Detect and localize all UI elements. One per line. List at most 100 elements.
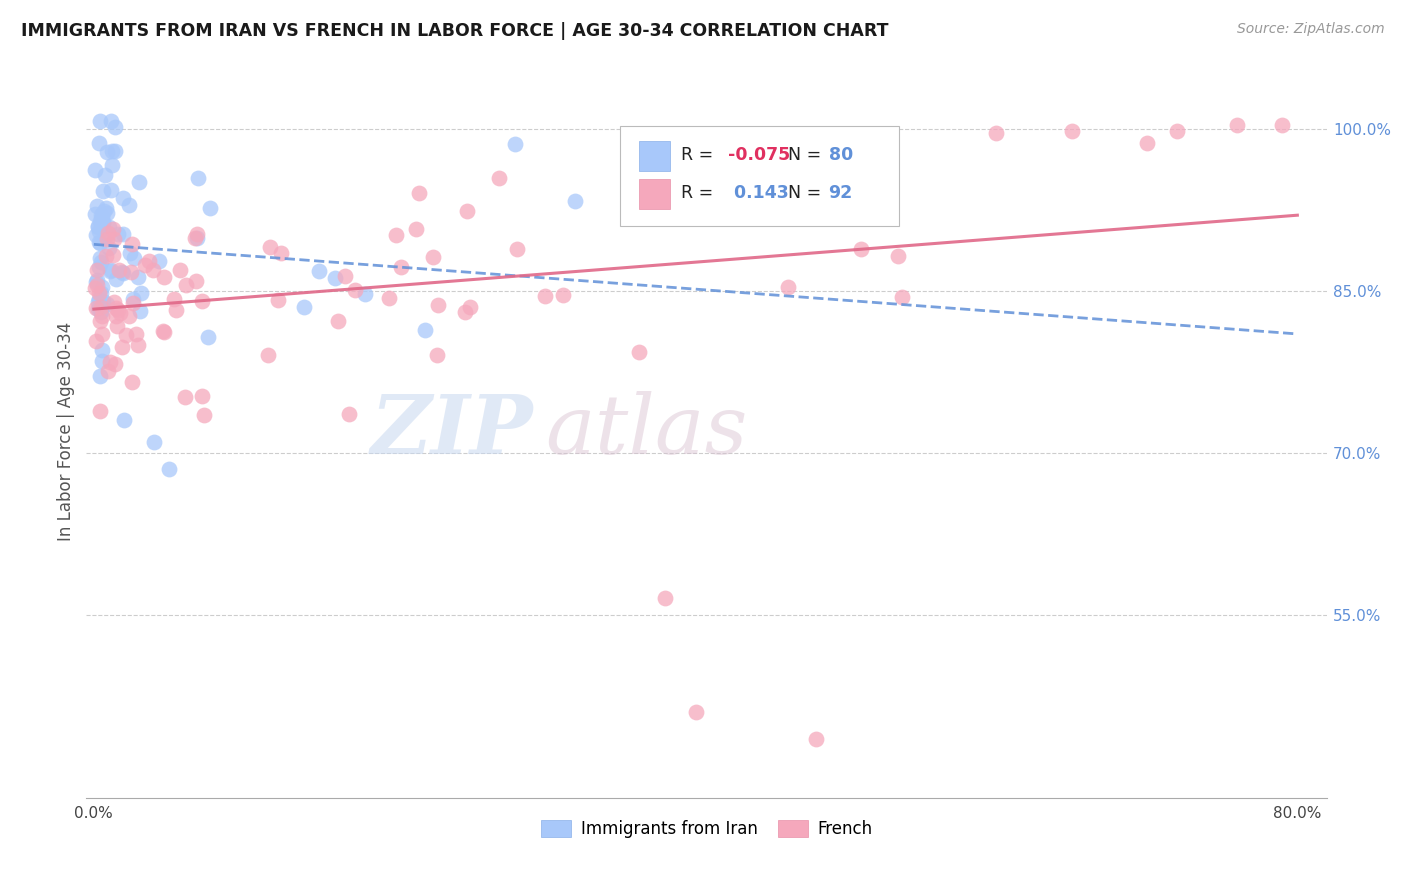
Point (200, 201, 222, 215)
Point (84, 275, 107, 289)
Point (84, 334, 107, 348)
Point (90, 209, 112, 223)
Text: IMMIGRANTS FROM IRAN VS FRENCH IN LABOR FORCE | AGE 30-34 CORRELATION CHART: IMMIGRANTS FROM IRAN VS FRENCH IN LABOR … (21, 22, 889, 40)
Point (89, 368, 111, 383)
Point (1060, 124, 1083, 138)
Point (849, 242, 872, 256)
Point (553, 288, 575, 302)
Point (427, 298, 450, 312)
Point (152, 324, 174, 338)
Point (176, 278, 198, 293)
FancyBboxPatch shape (620, 127, 900, 226)
Text: N =: N = (787, 185, 827, 202)
Point (91, 211, 114, 225)
Point (91, 309, 114, 323)
Point (96, 297, 118, 311)
Point (488, 171, 510, 186)
Text: R =: R = (681, 146, 718, 164)
Point (105, 310, 128, 324)
Point (121, 237, 143, 252)
Point (90, 255, 112, 269)
Point (294, 300, 316, 314)
Point (118, 245, 141, 260)
Point (564, 194, 586, 208)
Point (89, 404, 111, 418)
Bar (638, 179, 669, 209)
Text: 92: 92 (828, 185, 853, 202)
Point (125, 326, 148, 341)
Point (91, 215, 114, 229)
Point (111, 264, 134, 278)
Point (97, 226, 120, 240)
Text: R =: R = (681, 185, 718, 202)
Point (193, 408, 215, 422)
Point (121, 375, 143, 389)
Point (104, 120, 127, 135)
Point (685, 705, 707, 719)
Point (143, 434, 166, 449)
Point (425, 348, 447, 362)
Point (100, 263, 122, 277)
Point (111, 340, 134, 354)
Point (107, 302, 129, 317)
Point (89, 235, 111, 249)
Point (184, 274, 207, 288)
Point (389, 260, 412, 275)
Point (456, 203, 478, 218)
Point (103, 295, 125, 310)
Point (103, 248, 125, 262)
Point (308, 264, 330, 278)
Point (169, 262, 191, 277)
Point (191, 389, 214, 403)
Point (148, 253, 170, 268)
Point (101, 158, 124, 172)
Point (122, 251, 145, 265)
Point (84, 227, 107, 242)
Point (87, 136, 110, 150)
Y-axis label: In Labor Force | Age 30-34: In Labor Force | Age 30-34 (58, 321, 75, 541)
Point (506, 243, 529, 257)
Point (90, 305, 112, 319)
Point (323, 271, 346, 285)
Point (98, 354, 121, 368)
Text: N =: N = (787, 146, 827, 164)
Point (117, 310, 139, 324)
Point (422, 250, 444, 264)
Point (131, 286, 153, 301)
Point (104, 271, 127, 285)
Point (128, 175, 150, 189)
Point (776, 280, 799, 294)
Point (89, 304, 111, 318)
Point (90, 214, 112, 228)
Point (696, 206, 718, 220)
Point (90, 285, 112, 300)
Point (93, 204, 115, 219)
Point (87, 219, 110, 234)
Point (335, 268, 357, 283)
Point (865, 128, 887, 142)
Point (1226, 118, 1249, 132)
Point (90, 354, 112, 368)
Point (89, 251, 111, 265)
Point (89, 114, 111, 128)
Point (86, 294, 108, 309)
Point (97, 364, 120, 378)
Point (96, 231, 118, 245)
Point (86, 278, 108, 293)
Point (86, 199, 108, 213)
Point (100, 144, 122, 158)
Point (84, 301, 107, 315)
Point (408, 186, 430, 200)
Point (186, 227, 208, 241)
Point (103, 232, 125, 246)
Point (100, 114, 122, 128)
Point (91, 343, 114, 358)
Legend: Immigrants from Iran, French: Immigrants from Iran, French (534, 814, 880, 845)
Text: 0.143: 0.143 (728, 185, 789, 202)
Point (84, 207, 107, 221)
Point (153, 325, 176, 339)
Point (120, 265, 142, 279)
Point (89, 314, 111, 328)
Point (111, 227, 134, 242)
Point (96, 227, 118, 242)
